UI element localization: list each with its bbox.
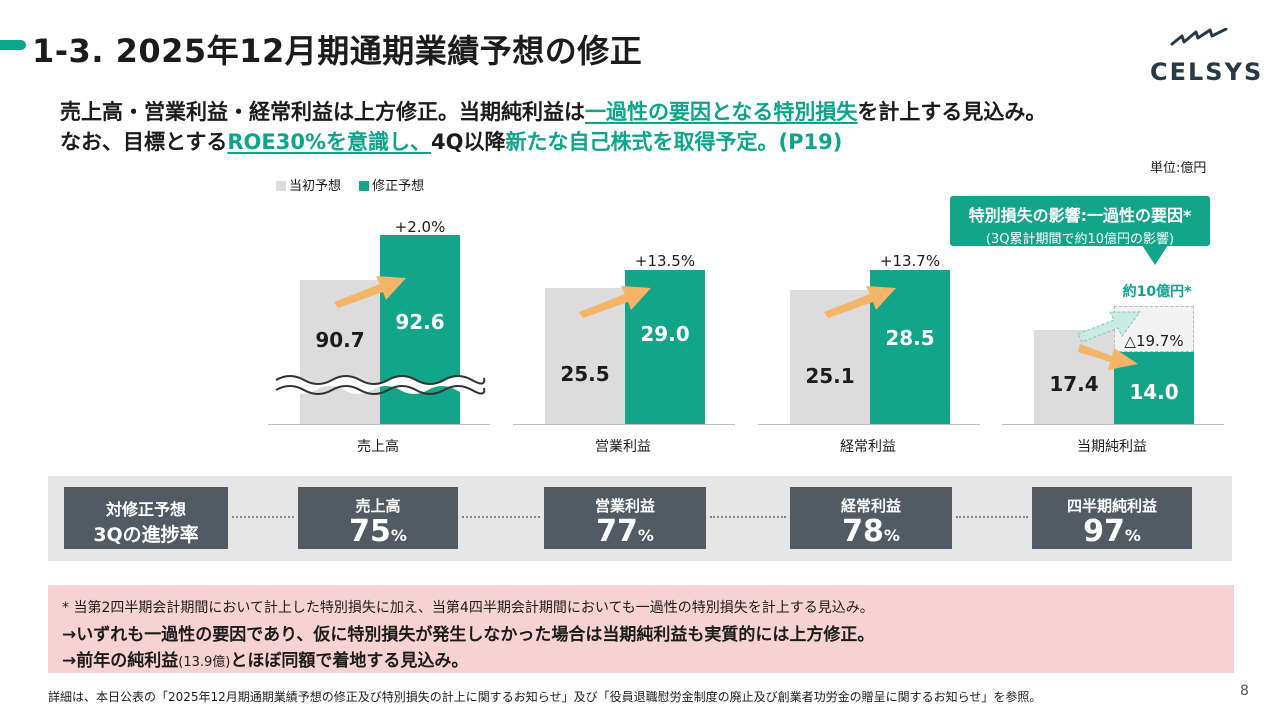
dotted-connector	[956, 516, 1028, 518]
progress-item-value: 97%	[1032, 516, 1192, 552]
lead-text: 4Q以降	[431, 130, 506, 154]
progress-item-value: 77%	[544, 516, 706, 552]
progress-unit: %	[883, 526, 900, 545]
value-label-revised-2: 28.5	[885, 326, 935, 350]
value-label-revised-0: 92.6	[395, 310, 445, 334]
change-label-2: +13.7%	[879, 252, 941, 270]
progress-item-label: 経常利益	[840, 497, 901, 515]
dotted-connector	[232, 516, 294, 518]
footer-reference: 詳細は、本日公表の「2025年12月期通期業績予想の修正及び特別損失の計上に関す…	[48, 690, 1042, 704]
note-text: とほぼ同額で着地する見込み。	[230, 651, 469, 671]
lead-highlight: ROE30%を意識し、	[227, 130, 432, 154]
progress-label-line2: 3Qの進捗率	[93, 524, 199, 546]
progress-item-value: 78%	[790, 516, 952, 552]
increase-arrow-icon	[579, 286, 651, 318]
lead-text: なお、目標とする	[60, 130, 228, 154]
baseline	[268, 424, 490, 425]
progress-label-box: 対修正予想 3Qの進捗率	[64, 487, 228, 549]
progress-value: 97	[1083, 514, 1125, 549]
progress-unit: %	[1124, 526, 1141, 545]
change-label-0: +2.0%	[394, 218, 446, 236]
title-accent-bar	[0, 40, 26, 50]
category-label-3: 当期純利益	[1077, 439, 1147, 455]
progress-box-0: 売上高 75%	[298, 487, 458, 549]
increase-arrow-icon	[334, 276, 406, 308]
progress-value: 78	[842, 514, 884, 549]
progress-unit: %	[390, 526, 407, 545]
dotted-connector	[710, 516, 786, 518]
progress-value: 75	[349, 514, 391, 549]
baseline	[1002, 424, 1224, 425]
value-label-initial-0: 90.7	[315, 328, 365, 352]
forecast-bar-chart: 90.7 92.6 +2.0% 売上高 25.5 29.0 +13.5% 営業利…	[268, 218, 1224, 455]
legend-swatch-initial	[276, 181, 286, 191]
increase-arrow-icon	[824, 286, 896, 318]
legend: 当初予想 修正予想	[276, 175, 424, 194]
progress-value: 77	[596, 514, 638, 549]
lead-highlight: 新たな自己株式を取得予定。(P19)	[505, 130, 843, 154]
value-label-initial-1: 25.5	[560, 362, 610, 386]
value-label-initial-2: 25.1	[805, 364, 855, 388]
special-loss-callout: 特別損失の影響:一過性の要因* (3Q累計期間で約10億円の影響)	[950, 196, 1210, 247]
progress-item-label: 営業利益	[594, 497, 655, 515]
baseline	[513, 424, 735, 425]
progress-item-label: 売上高	[355, 497, 401, 515]
note-point-2: →前年の純利益(13.9億)とほぼ同額で着地する見込み。	[62, 646, 468, 671]
callout-subtitle: (3Q累計期間で約10億円の影響)	[985, 232, 1175, 247]
note-point-1: →いずれも一過性の要因であり、仮に特別損失が発生しなかった場合は当期純利益も実質…	[62, 625, 875, 645]
legend-label-initial: 当初予想	[289, 179, 342, 194]
note-footnote: * 当第2四半期会計期間において計上した特別損失に加え、当第4四半期会計期間にお…	[62, 600, 874, 616]
legend-swatch-revised	[359, 181, 370, 191]
bar-initial-3	[1034, 330, 1114, 424]
progress-unit: %	[637, 526, 654, 545]
category-label-1: 営業利益	[595, 439, 651, 455]
note-panel	[48, 585, 1234, 673]
progress-label-line1: 対修正予想	[105, 500, 186, 519]
note-text-small: (13.9億)	[178, 655, 231, 670]
category-label-2: 経常利益	[840, 439, 896, 455]
axis-break-icon	[275, 375, 486, 395]
callout-title: 特別損失の影響:一過性の要因*	[968, 206, 1192, 225]
value-label-initial-3: 17.4	[1049, 372, 1099, 396]
legend-label-revised: 修正予想	[372, 179, 425, 194]
change-label-3: △19.7%	[1124, 332, 1184, 350]
progress-item-label: 四半期純利益	[1066, 497, 1157, 515]
progress-box-3: 四半期純利益 97%	[1032, 487, 1192, 549]
progress-box-2: 経常利益 78%	[790, 487, 952, 549]
lead-text: 売上高・営業利益・経常利益は上方修正。当期純利益は	[60, 100, 585, 124]
page-title: 1-3. 2025年12月期通期業績予想の修正	[32, 32, 643, 70]
callout-pointer-icon	[1142, 245, 1168, 265]
dotted-connector	[462, 516, 540, 518]
lead-text: を計上する見込み。	[857, 100, 1047, 124]
value-label-revised-3: 14.0	[1129, 380, 1179, 404]
value-label-revised-1: 29.0	[640, 322, 690, 346]
company-logo-text: CELSYS	[1150, 58, 1264, 86]
note-text: →前年の純利益	[62, 651, 179, 671]
unit-label: 単位:億円	[1150, 161, 1207, 176]
logo-mark-icon	[1170, 28, 1228, 46]
progress-item-value: 75%	[298, 516, 458, 552]
baseline	[758, 424, 980, 425]
category-label-0: 売上高	[357, 439, 399, 455]
progress-box-1: 営業利益 77%	[544, 487, 706, 549]
change-label-1: +13.5%	[634, 252, 696, 270]
special-loss-arrows-icon	[1077, 311, 1141, 370]
lead-line-2: なお、目標とするROE30%を意識し、4Q以降新たな自己株式を取得予定。(P19…	[60, 126, 842, 156]
page-number: 8	[1240, 683, 1249, 699]
lead-highlight: 一過性の要因となる特別損失	[585, 100, 858, 124]
lead-line-1: 売上高・営業利益・経常利益は上方修正。当期純利益は一過性の要因となる特別損失を計…	[60, 96, 1046, 126]
special-loss-amount: 約10億円*	[1122, 284, 1192, 300]
